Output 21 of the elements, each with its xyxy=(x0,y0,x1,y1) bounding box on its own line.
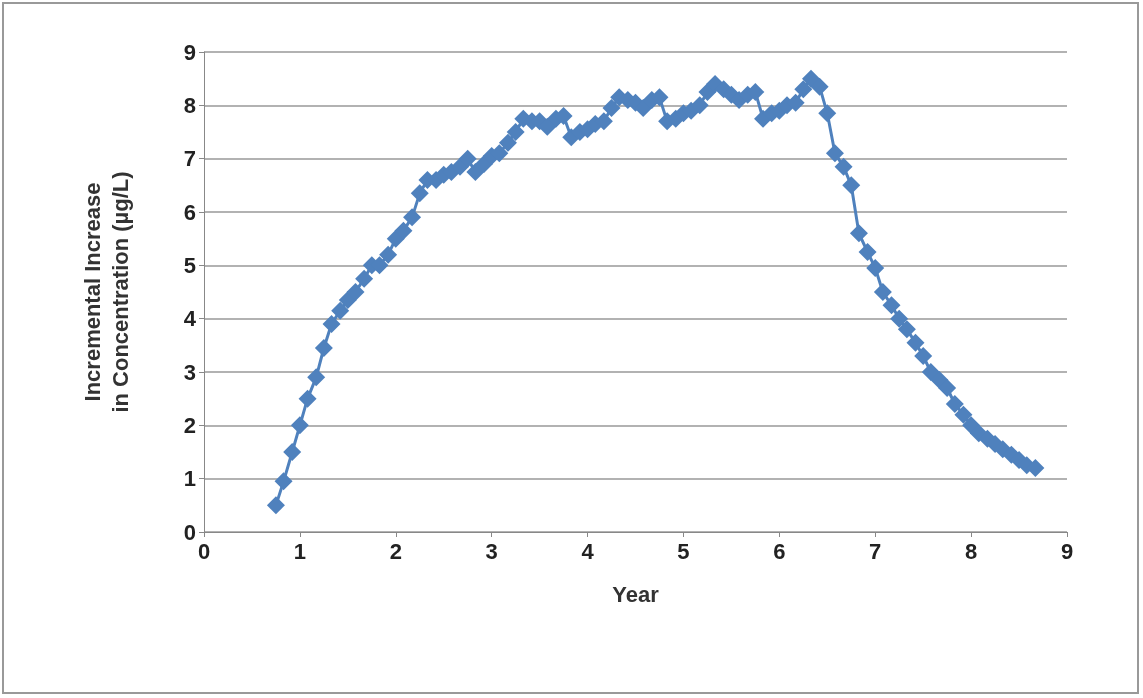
y-tick-label: 1 xyxy=(183,466,196,492)
x-tick-label: 5 xyxy=(677,538,690,564)
x-tick-label: 7 xyxy=(869,538,882,564)
x-tick-label: 6 xyxy=(773,538,786,564)
x-tick-label: 1 xyxy=(293,538,307,564)
y-tick-label: 3 xyxy=(183,359,196,385)
x-tick-label: 9 xyxy=(1060,538,1074,564)
y-tick-label: 6 xyxy=(183,199,196,225)
y-tick-label: 9 xyxy=(183,39,196,65)
y-tick-label: 5 xyxy=(183,252,196,278)
y-tick-label: 8 xyxy=(183,92,196,118)
x-tick-label: 4 xyxy=(581,538,595,564)
x-axis-title: Year xyxy=(612,581,660,607)
x-tick-label: 2 xyxy=(389,538,402,564)
y-axis-title: Incremental Increase in Concentration (µg/L) xyxy=(79,171,133,413)
x-tick-label: 8 xyxy=(964,538,978,564)
y-tick-label: 0 xyxy=(183,519,196,545)
y-tick-label: 4 xyxy=(183,306,197,332)
y-tick-label: 2 xyxy=(183,412,196,438)
x-tick-label: 3 xyxy=(485,538,498,564)
y-tick-label: 7 xyxy=(183,146,196,172)
